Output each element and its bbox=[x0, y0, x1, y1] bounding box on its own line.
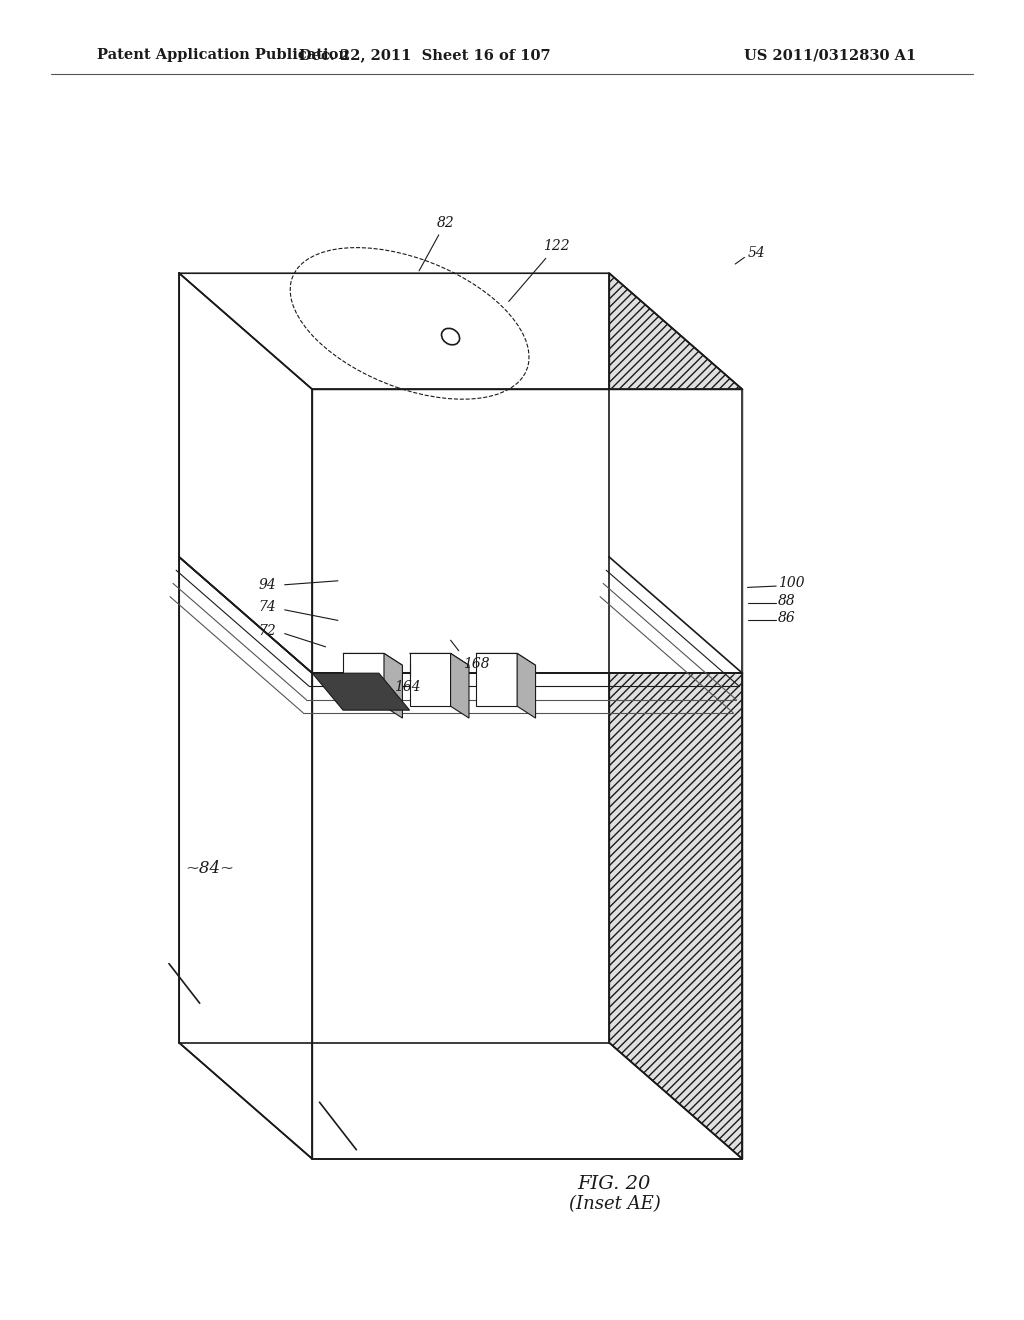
Text: 168: 168 bbox=[463, 657, 489, 672]
Polygon shape bbox=[609, 557, 742, 1159]
Text: (Inset AE): (Inset AE) bbox=[568, 1195, 660, 1213]
Polygon shape bbox=[343, 653, 384, 706]
Polygon shape bbox=[384, 653, 402, 718]
Polygon shape bbox=[410, 653, 451, 706]
Text: Dec. 22, 2011  Sheet 16 of 107: Dec. 22, 2011 Sheet 16 of 107 bbox=[299, 49, 551, 62]
Polygon shape bbox=[179, 557, 312, 1159]
Polygon shape bbox=[476, 653, 536, 665]
Polygon shape bbox=[312, 673, 410, 710]
Polygon shape bbox=[179, 273, 312, 673]
Text: ~84~: ~84~ bbox=[185, 861, 234, 876]
Text: US 2011/0312830 A1: US 2011/0312830 A1 bbox=[744, 49, 916, 62]
Text: 54: 54 bbox=[748, 247, 765, 260]
Text: 82: 82 bbox=[419, 215, 455, 271]
Polygon shape bbox=[410, 653, 469, 665]
Text: 74: 74 bbox=[259, 601, 276, 614]
Polygon shape bbox=[517, 653, 536, 718]
Text: 94: 94 bbox=[259, 578, 276, 591]
Text: 88: 88 bbox=[778, 594, 796, 607]
Polygon shape bbox=[343, 653, 402, 665]
Text: 86: 86 bbox=[778, 611, 796, 624]
Text: 122: 122 bbox=[509, 239, 569, 301]
Polygon shape bbox=[451, 653, 469, 718]
Text: 100: 100 bbox=[778, 577, 805, 590]
Polygon shape bbox=[312, 389, 742, 673]
Polygon shape bbox=[609, 273, 742, 673]
Polygon shape bbox=[179, 273, 742, 389]
Text: FIG. 20: FIG. 20 bbox=[578, 1175, 651, 1193]
Polygon shape bbox=[476, 653, 517, 706]
Text: 72: 72 bbox=[259, 624, 276, 638]
Polygon shape bbox=[312, 673, 742, 1159]
Text: 164: 164 bbox=[394, 680, 421, 694]
Text: Patent Application Publication: Patent Application Publication bbox=[97, 49, 349, 62]
